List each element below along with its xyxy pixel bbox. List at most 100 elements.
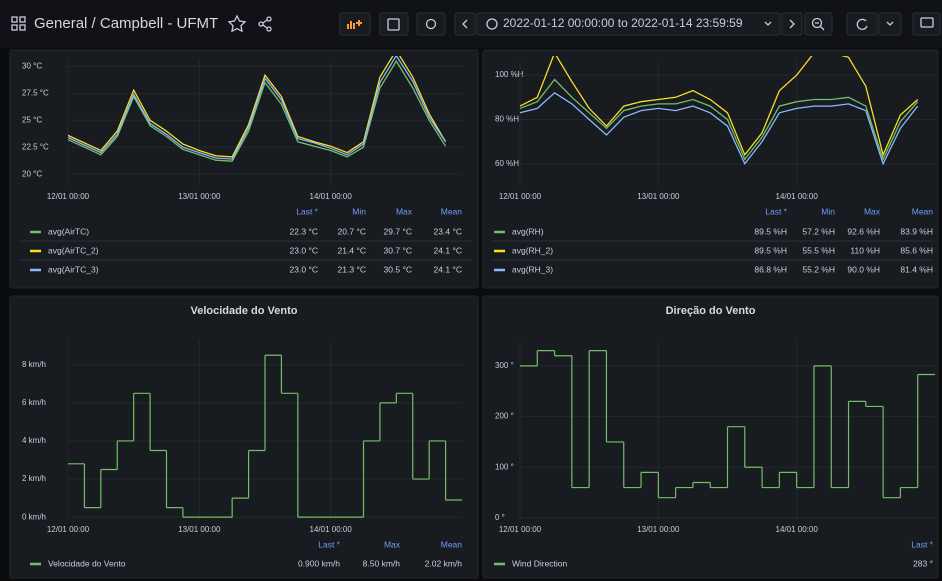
legend-stat: 0.900 km/h	[298, 558, 340, 568]
legend-stat: 20.7 °C	[338, 226, 366, 236]
chevron-right	[789, 19, 795, 29]
breadcrumb[interactable]: General / Campbell - UFMT	[34, 15, 218, 32]
y-tick-label: 27.5 °C	[22, 88, 49, 97]
zoom-icon	[811, 17, 825, 31]
y-tick-label: 200 °	[495, 412, 514, 421]
legend-stat: 55.5 %H	[802, 245, 835, 255]
tv-mode-button[interactable]	[912, 12, 941, 36]
series-line	[520, 56, 919, 157]
legend-stat: 90.0 %H	[847, 264, 880, 274]
legend-stat: 110 %H	[850, 245, 880, 255]
plot-area	[68, 354, 462, 518]
y-tick-label: 25 °C	[22, 115, 42, 124]
y-tick-label: 80 %H	[495, 115, 519, 124]
legend-stat: 22.3 °C	[290, 226, 318, 236]
panel	[482, 295, 939, 579]
y-tick-label: 100 %H	[495, 70, 524, 79]
y-tick-label: 60 %H	[495, 159, 519, 168]
panel-title: Direção do Vento	[666, 305, 756, 317]
x-tick-label: 14/01 00:00	[310, 192, 353, 201]
y-tick-label: 0 °	[495, 513, 505, 522]
legend-name: avg(RH_2)	[512, 245, 553, 255]
tv-icon	[920, 17, 934, 28]
legend-stat: 23.0 °C	[290, 264, 318, 274]
panel	[9, 295, 479, 579]
y-tick-label: 8 km/h	[22, 360, 46, 369]
refresh-button[interactable]	[846, 12, 878, 36]
legend-header: Min	[821, 206, 835, 216]
chevron-left	[462, 19, 468, 29]
legend-header: Mean	[441, 539, 463, 549]
save-button[interactable]	[379, 12, 409, 36]
legend-name: avg(RH)	[512, 226, 544, 236]
legend-name: avg(AirTC_2)	[48, 245, 99, 255]
legend-header: Mean	[441, 206, 463, 216]
series-line	[520, 78, 919, 162]
series-line	[68, 56, 447, 158]
legend-name: Velocidade do Vento	[48, 558, 126, 568]
panel	[482, 49, 939, 289]
legend-stat: 283 °	[913, 558, 933, 568]
time-range: 2022-01-12 00:00:00 to 2022-01-14 23:59:…	[503, 16, 743, 30]
legend-stat: 55.2 %H	[802, 264, 835, 274]
refresh-icon	[856, 18, 868, 30]
x-tick-label: 13/01 00:00	[178, 192, 221, 201]
legend-header: Mean	[912, 206, 934, 216]
legend-stat: 24.1 °C	[434, 245, 462, 255]
legend-stat: 2.02 km/h	[425, 558, 463, 568]
plot-area	[68, 56, 447, 162]
x-tick-label: 13/01 00:00	[637, 192, 680, 201]
legend-header: Last *	[296, 206, 318, 216]
chevron-down	[764, 21, 772, 26]
legend-stat: 92.6 %H	[847, 226, 880, 236]
legend-name: avg(AirTC_3)	[48, 264, 99, 274]
series-line	[68, 56, 447, 160]
y-tick-label: 0 km/h	[22, 512, 46, 521]
star-icon[interactable]	[227, 14, 247, 33]
legend-header: Min	[352, 206, 366, 216]
legend-stat: 57.2 %H	[802, 226, 835, 236]
plot-area	[520, 350, 935, 499]
zoom-out-button[interactable]	[804, 12, 833, 36]
plot-area	[520, 56, 919, 166]
x-tick-label: 14/01 00:00	[776, 192, 819, 201]
save-icon	[387, 18, 400, 31]
panel-title: Velocidade do Vento	[191, 305, 298, 317]
legend-stat: 29.7 °C	[384, 226, 412, 236]
time-back-button[interactable]	[454, 12, 476, 36]
settings-button[interactable]	[416, 12, 446, 36]
legend-header: Max	[396, 206, 413, 216]
x-tick-label: 12/01 00:00	[47, 525, 90, 534]
legend-header: Last *	[911, 539, 933, 549]
add-panel-icon	[347, 20, 362, 29]
x-tick-label: 12/01 00:00	[47, 192, 90, 201]
settings-icon	[425, 18, 437, 30]
y-tick-label: 6 km/h	[22, 398, 46, 407]
share-icon[interactable]	[258, 16, 272, 32]
legend-name: avg(RH_3)	[512, 264, 553, 274]
x-tick-label: 14/01 00:00	[310, 525, 353, 534]
x-tick-label: 12/01 00:00	[499, 192, 542, 201]
apps-icon[interactable]	[11, 16, 26, 31]
legend-stat: 86.8 %H	[754, 264, 787, 274]
refresh-interval-button[interactable]	[878, 12, 902, 36]
legend-header: Max	[864, 206, 881, 216]
legend-stat: 23.4 °C	[434, 226, 462, 236]
legend-stat: 30.5 °C	[384, 264, 412, 274]
time-picker[interactable]	[476, 12, 781, 36]
legend-stat: 81.4 %H	[900, 264, 933, 274]
series-line	[520, 91, 919, 166]
y-tick-label: 300 °	[495, 361, 514, 370]
legend-stat: 21.3 °C	[338, 264, 366, 274]
legend-header: Last *	[318, 539, 340, 549]
y-tick-label: 2 km/h	[22, 474, 46, 483]
series-line	[68, 59, 447, 162]
legend-stat: 30.7 °C	[384, 245, 412, 255]
legend-header: Last *	[765, 206, 787, 216]
x-tick-label: 14/01 00:00	[776, 525, 819, 534]
time-forward-button[interactable]	[781, 12, 803, 36]
legend-stat: 23.0 °C	[290, 245, 318, 255]
legend-stat: 89.5 %H	[754, 245, 787, 255]
y-tick-label: 100 °	[495, 462, 514, 471]
